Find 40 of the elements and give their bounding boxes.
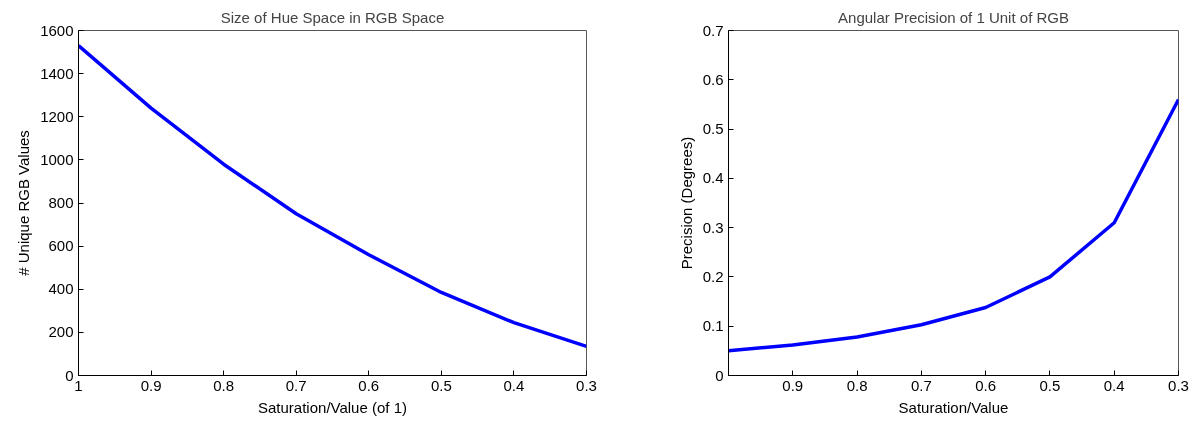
y-tick-label: 0 <box>715 366 724 384</box>
y-tick-label: 800 <box>48 194 74 211</box>
y-tick-label: 1000 <box>40 150 74 168</box>
x-tick-label: 0.8 <box>213 376 235 394</box>
x-tick-label: 0.6 <box>975 376 997 394</box>
x-tick-label: 0.5 <box>1039 376 1061 394</box>
y-tick-label: 0.7 <box>702 21 724 39</box>
x-tick-label: 1 <box>74 376 83 394</box>
x-tick-label: 0.3 <box>1168 376 1189 394</box>
x-tick-label: 0.4 <box>503 376 525 394</box>
y-tick-label: 200 <box>48 323 74 341</box>
y-tick-label: 0.5 <box>702 120 724 138</box>
chart-title: Angular Precision of 1 Unit of RGB <box>838 8 1069 26</box>
x-tick-label: 0.9 <box>782 376 804 394</box>
y-tick-label: 1600 <box>40 21 74 39</box>
y-tick-label: 0.3 <box>702 218 724 236</box>
x-tick-label: 0.6 <box>358 376 380 394</box>
y-tick-label: 0 <box>65 366 74 384</box>
x-tick-label: 0.4 <box>1103 376 1125 394</box>
line-series <box>78 43 587 349</box>
x-tick-label: 0.5 <box>430 376 452 394</box>
x-axis-title: Saturation/Value (of 1) <box>258 398 407 416</box>
y-axis-title: # Unique RGB Values <box>15 130 33 276</box>
y-tick-label: 0.1 <box>702 317 724 335</box>
x-tick-label: 0.7 <box>910 376 932 394</box>
x-tick-label: 0.7 <box>285 376 307 394</box>
x-axis-title: Saturation/Value <box>898 398 1009 416</box>
y-axis-title: Precision (Degrees) <box>677 136 695 270</box>
y-tick-label: 0.4 <box>702 169 724 187</box>
y-tick-label: 1200 <box>40 107 74 125</box>
x-tick-label: 0.8 <box>846 376 868 394</box>
line-series <box>728 97 1179 353</box>
y-tick-label: 400 <box>48 280 74 298</box>
y-tick-label: 0.2 <box>702 267 724 285</box>
chart-title: Size of Hue Space in RGB Space <box>220 8 445 26</box>
x-tick-label: 0.9 <box>140 376 162 394</box>
x-tick-label: 0.3 <box>576 376 597 394</box>
y-tick-label: 1400 <box>40 64 74 82</box>
y-tick-label: 0.6 <box>702 70 724 88</box>
y-tick-label: 600 <box>48 237 74 255</box>
